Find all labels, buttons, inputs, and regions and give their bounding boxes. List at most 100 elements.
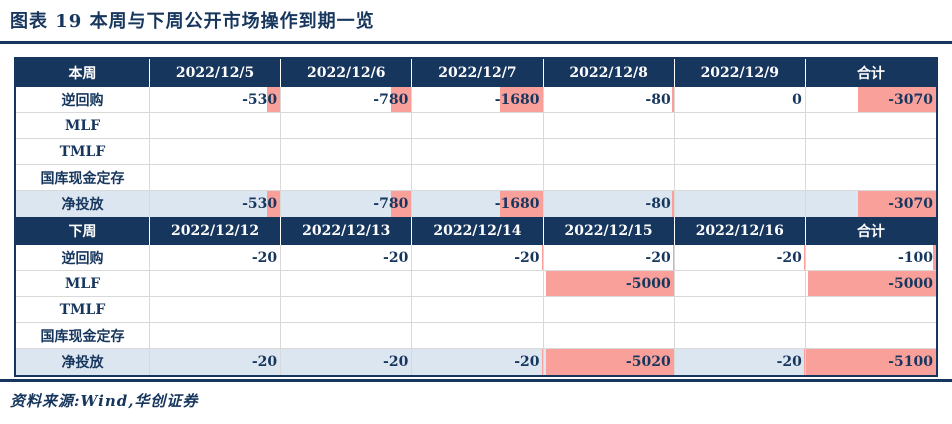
data-bar <box>391 191 412 217</box>
open-market-operations-table: 本周 2022/12/5 2022/12/6 2022/12/7 2022/12/8 20… <box>14 57 938 377</box>
data-bar <box>266 191 281 217</box>
table-row-国库现金定存: 国库现金定存 <box>16 165 936 191</box>
data-cell <box>280 297 411 322</box>
data-cell <box>149 165 280 190</box>
cell-value: -3070 <box>888 91 934 108</box>
data-cell: -100 <box>804 245 937 270</box>
data-cell <box>542 113 674 138</box>
cell-value: -780 <box>373 196 409 212</box>
data-cell <box>804 323 936 348</box>
data-cell: -5020 <box>542 349 674 375</box>
data-bar <box>391 87 412 112</box>
data-cell: -20 <box>542 245 674 270</box>
data-cell: -530 <box>149 87 281 112</box>
table-row-TMLF: TMLF <box>16 139 936 165</box>
header-cell-total: 合计 <box>804 59 936 87</box>
data-cell: -1680 <box>411 191 543 217</box>
table-row-逆回购: 逆回购 -20 -20 -20 -20 -20 -100 <box>16 245 937 271</box>
title-divider-rule <box>0 41 952 44</box>
data-bar <box>499 87 543 112</box>
data-cell: -80 <box>542 191 674 217</box>
data-cell: -20 <box>673 349 805 375</box>
row-label-cell: 逆回购 <box>61 250 104 267</box>
table-row-TMLF: TMLF <box>16 297 936 323</box>
cell-value: -100 <box>897 249 934 266</box>
source-note: 资料来源:Wind,华创证券 <box>10 392 199 410</box>
row-label-cell: TMLF <box>59 301 106 318</box>
row-label-cell: MLF <box>64 117 101 134</box>
data-cell: -530 <box>149 191 281 217</box>
cell-value: 0 <box>792 91 802 108</box>
cell-value: -780 <box>373 91 409 108</box>
data-cell <box>280 139 411 164</box>
data-bar <box>546 271 674 296</box>
cell-value: -20 <box>645 249 671 266</box>
data-cell: -20 <box>411 245 543 270</box>
header-cell-date: 2022/12/13 <box>280 217 411 245</box>
header-cell-date: 2022/12/16 <box>673 217 805 245</box>
row-label-cell: 国库现金定存 <box>40 328 125 345</box>
data-bar <box>410 349 412 375</box>
cell-value: -530 <box>242 91 278 108</box>
cell-value: -5020 <box>625 354 671 370</box>
data-cell <box>673 297 805 322</box>
row-label-cell: 国库现金定存 <box>40 170 125 187</box>
data-cell <box>673 139 805 164</box>
table-row-净投放: 净投放 -20 -20 -20 -5020 -20 -5100 <box>16 349 937 375</box>
data-cell <box>280 271 411 296</box>
cell-value: -20 <box>383 249 409 266</box>
data-bar <box>410 245 412 270</box>
header-cell-date: 2022/12/8 <box>542 59 674 87</box>
data-cell <box>411 113 542 138</box>
cell-value: -80 <box>645 196 671 212</box>
data-cell <box>149 113 280 138</box>
row-label-cell: 净投放 <box>61 197 104 213</box>
cell-value: -20 <box>251 354 278 370</box>
table-row-净投放: 净投放 -530 -780 -1680 -80 -3070 <box>16 191 937 217</box>
cell-value: -20 <box>251 249 278 266</box>
data-cell <box>804 165 936 190</box>
data-bar <box>279 245 281 270</box>
header-cell-date: 2022/12/15 <box>542 217 674 245</box>
data-cell <box>804 113 936 138</box>
cell-value: -5000 <box>888 275 934 292</box>
cell-value: -1680 <box>494 91 540 108</box>
data-bar <box>671 191 674 217</box>
data-bar <box>545 349 674 375</box>
data-cell: -20 <box>411 349 543 375</box>
cell-value: -5100 <box>888 354 934 370</box>
cell-value: -1680 <box>494 196 540 212</box>
header-cell-date: 2022/12/7 <box>411 59 542 87</box>
row-label-cell: 净投放 <box>61 355 104 371</box>
row-label-cell: MLF <box>64 275 101 292</box>
data-cell <box>411 323 542 348</box>
data-cell <box>280 165 411 190</box>
cell-value: -5000 <box>625 275 671 292</box>
data-cell: -5000 <box>804 271 937 296</box>
row-label-cell: TMLF <box>59 143 106 160</box>
cell-value: -80 <box>645 91 671 108</box>
data-cell <box>673 323 805 348</box>
footer-divider-rule <box>0 379 952 382</box>
data-bar <box>804 349 805 375</box>
header-cell-date: 2022/12/14 <box>411 217 542 245</box>
data-cell: -5100 <box>804 349 937 375</box>
data-bar <box>542 349 543 375</box>
data-cell: -3070 <box>804 87 937 112</box>
cell-value: -20 <box>776 354 802 370</box>
data-bar <box>805 349 937 375</box>
data-cell: -20 <box>149 349 281 375</box>
data-cell: 0 <box>673 87 805 112</box>
data-cell: -20 <box>280 349 412 375</box>
data-cell <box>280 113 411 138</box>
header-cell-period: 本周 <box>68 66 97 82</box>
table-header-row-下周: 下周 2022/12/12 2022/12/13 2022/12/14 2022/12/… <box>16 217 936 245</box>
data-cell: -5000 <box>542 271 674 296</box>
data-cell <box>673 113 805 138</box>
data-cell <box>411 271 542 296</box>
data-cell: -20 <box>673 245 805 270</box>
data-bar <box>857 87 937 112</box>
data-bar <box>857 191 937 217</box>
data-cell <box>673 165 805 190</box>
data-cell: -780 <box>280 87 412 112</box>
